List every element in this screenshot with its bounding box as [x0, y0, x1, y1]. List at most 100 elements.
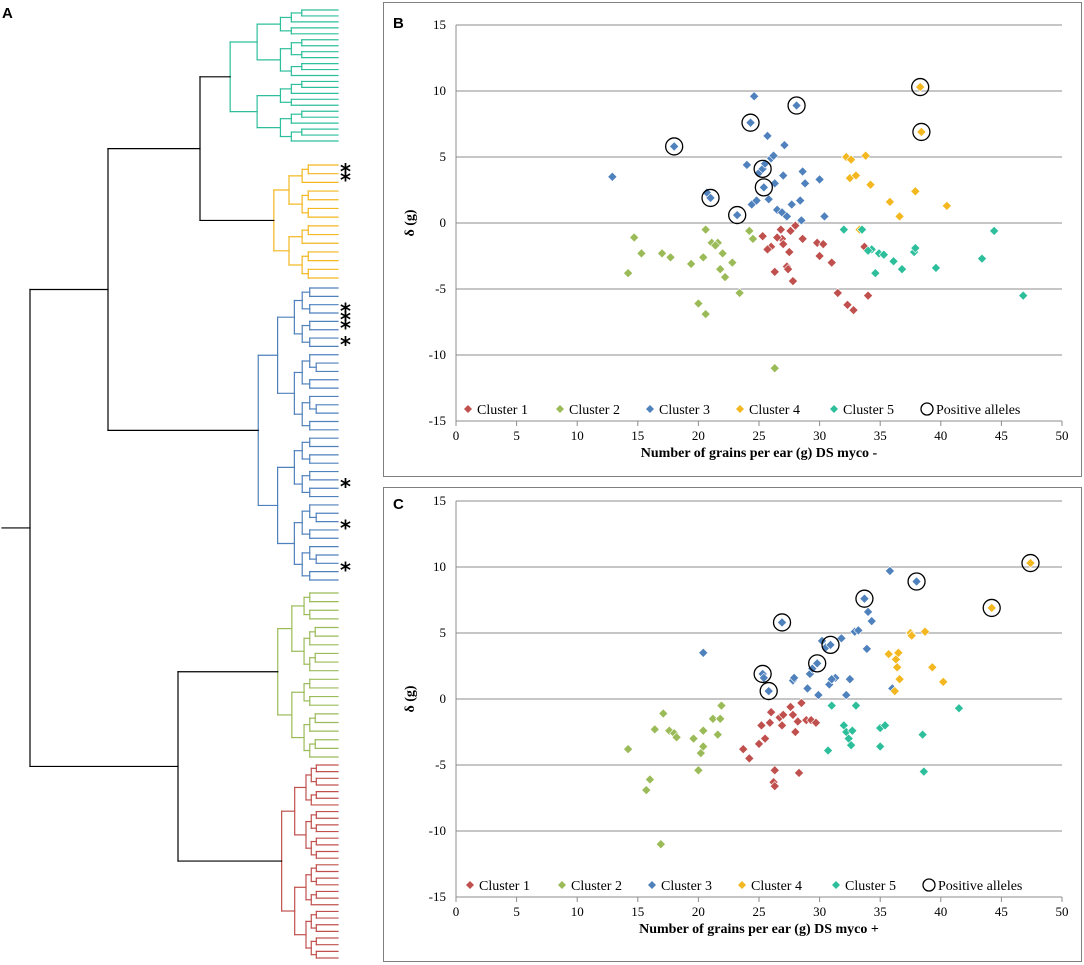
series-cluster-3	[698, 565, 922, 701]
positive-allele-marker	[753, 159, 772, 179]
data-point	[744, 753, 755, 764]
positive-allele-marker	[911, 77, 930, 97]
data-point	[777, 617, 788, 628]
data-point	[747, 233, 758, 244]
legend-item: Cluster 1	[464, 403, 528, 418]
data-point	[976, 253, 988, 264]
data-point	[698, 741, 709, 752]
x-tick-label: 10	[571, 428, 584, 443]
legend-label: Cluster 5	[845, 879, 896, 894]
data-point	[884, 565, 895, 576]
x-tick-label: 30	[813, 428, 826, 443]
legend-item: Positive alleles	[922, 878, 1022, 894]
data-point	[826, 257, 837, 268]
x-tick-label: 30	[813, 904, 826, 919]
legend-label: Cluster 5	[843, 403, 894, 418]
data-point	[893, 647, 904, 658]
data-point	[734, 287, 745, 298]
y-tick-label: -15	[429, 413, 446, 428]
data-point	[744, 225, 755, 236]
data-point	[720, 272, 731, 283]
data-point	[826, 674, 837, 685]
data-point	[641, 785, 652, 796]
dendrogram-star-marker: *	[340, 160, 351, 184]
y-tick-label: 5	[440, 149, 447, 164]
positive-allele-marker	[1021, 553, 1040, 573]
legend-item: Cluster 5	[832, 879, 896, 894]
data-point	[715, 264, 726, 275]
series-cluster-2	[623, 224, 780, 374]
dendrogram-star-marker: *	[340, 308, 351, 332]
data-point	[863, 245, 874, 256]
dendrogram-panel: A *********	[1, 5, 351, 959]
data-point	[777, 207, 788, 218]
x-tick-label: 20	[692, 904, 705, 919]
panel-b-frame	[383, 2, 1082, 477]
dendrogram-star-marker: *	[340, 517, 351, 541]
positive-allele-marker	[701, 188, 720, 208]
data-point	[889, 686, 900, 697]
data-point	[796, 697, 807, 708]
x-axis-title: Number of grains per ear (g) DS myco +	[639, 922, 879, 937]
data-point	[813, 690, 824, 701]
scatter-panel-c: C -15 -10 -5 0 5 10 15 0 5 10 15 20 25 30 35 40 45 50 Numb…	[383, 487, 1082, 962]
data-point	[910, 186, 921, 197]
data-point	[763, 686, 774, 697]
data-point	[693, 298, 704, 309]
y-tick-label: -15	[429, 889, 446, 904]
data-point	[775, 224, 786, 235]
data-point	[772, 232, 783, 243]
data-point	[781, 211, 792, 222]
data-point	[777, 720, 788, 731]
data-point	[927, 662, 938, 673]
data-point	[842, 299, 853, 310]
data-point	[636, 248, 647, 259]
legend-item: Cluster 4	[738, 879, 802, 894]
data-point	[911, 576, 922, 587]
data-point	[818, 239, 829, 250]
panel-label-a: A	[2, 5, 13, 22]
data-point	[894, 211, 905, 222]
series-cluster-5	[838, 224, 1029, 301]
data-point	[769, 363, 780, 374]
data-point	[785, 225, 796, 236]
series-cluster-2	[623, 700, 727, 850]
data-point	[826, 700, 837, 711]
data-point	[859, 593, 870, 604]
data-point	[778, 709, 789, 720]
data-point	[896, 264, 908, 275]
x-tick-label: 25	[753, 904, 766, 919]
dendrogram-star-marker: *	[340, 169, 351, 193]
x-tick-label: 25	[753, 428, 766, 443]
data-point	[863, 290, 874, 301]
data-point	[769, 781, 780, 792]
data-point	[790, 726, 801, 738]
data-point	[938, 676, 949, 687]
positive-allele-marker	[754, 178, 773, 197]
y-tick-label: -5	[435, 281, 446, 296]
data-point	[917, 729, 928, 740]
data-point	[791, 100, 802, 111]
legend-label: Cluster 4	[749, 403, 800, 418]
positive-allele-marker	[912, 122, 931, 142]
legend-label: Positive alleles	[938, 879, 1022, 894]
data-point	[688, 733, 699, 744]
legend-item: Cluster 2	[558, 879, 622, 894]
data-point	[745, 117, 756, 128]
data-point	[802, 683, 813, 694]
data-point	[812, 237, 823, 248]
data-point	[856, 224, 868, 235]
x-tick-label: 40	[934, 428, 947, 443]
data-point	[727, 257, 738, 268]
data-point	[986, 602, 997, 613]
series-cluster-4	[841, 82, 952, 235]
x-tick-label: 10	[571, 904, 584, 919]
positive-allele-marker	[907, 572, 926, 591]
data-point	[888, 256, 899, 267]
data-point	[786, 199, 797, 210]
y-tick-label: 5	[440, 625, 447, 640]
data-point	[738, 744, 749, 755]
series-cluster-4	[883, 558, 1036, 697]
data-point	[705, 192, 716, 203]
